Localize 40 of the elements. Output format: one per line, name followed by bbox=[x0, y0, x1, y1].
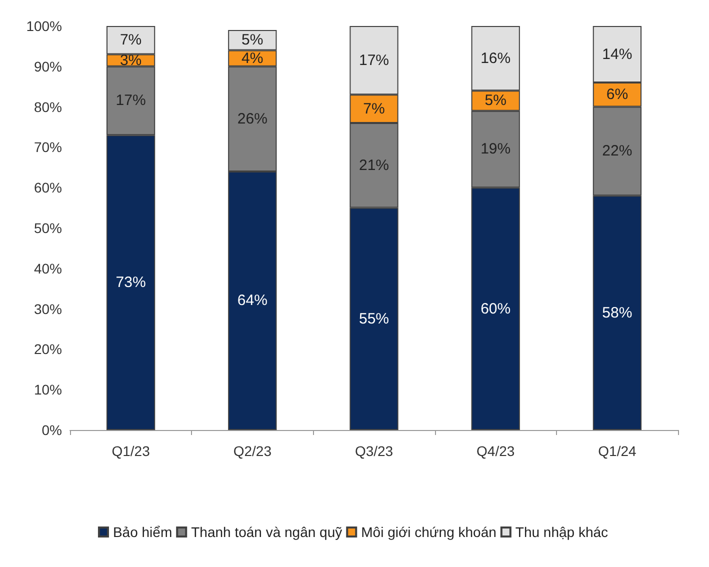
legend-label: Thanh toán và ngân quỹ bbox=[191, 524, 342, 540]
x-tick-label: Q2/23 bbox=[233, 443, 272, 459]
y-tick-label: 40% bbox=[34, 260, 62, 276]
y-tick-label: 0% bbox=[42, 422, 62, 438]
data-label: 6% bbox=[606, 86, 628, 104]
x-tick-label: Q1/24 bbox=[598, 443, 636, 459]
data-label: 5% bbox=[484, 92, 506, 110]
data-label: 4% bbox=[242, 50, 264, 67]
data-label: 21% bbox=[358, 156, 390, 174]
data-label: 17% bbox=[358, 52, 390, 69]
legend-label: Môi giới chứng khoán bbox=[361, 524, 496, 540]
data-label: 22% bbox=[602, 142, 632, 160]
y-tick-label: 100% bbox=[26, 18, 62, 34]
data-label: 55% bbox=[358, 310, 390, 328]
data-label: 73% bbox=[116, 274, 146, 292]
data-label: 26% bbox=[237, 110, 268, 128]
x-tick-label: Q4/23 bbox=[476, 443, 515, 459]
legend-label: Bảo hiểm bbox=[112, 524, 172, 540]
y-tick-label: 20% bbox=[34, 341, 62, 358]
y-tick-label: 30% bbox=[34, 300, 62, 317]
data-label: 14% bbox=[602, 46, 632, 63]
y-tick-label: 10% bbox=[34, 382, 62, 398]
x-tick-label: Q1/23 bbox=[112, 443, 150, 459]
legend-label: Thu nhập khác bbox=[515, 524, 608, 540]
data-label: 3% bbox=[120, 52, 142, 69]
y-tick-label: 50% bbox=[34, 220, 62, 236]
data-label: 60% bbox=[480, 300, 511, 318]
data-label: 7% bbox=[363, 100, 385, 118]
x-tick-label: Q3/23 bbox=[354, 443, 394, 459]
data-label: 58% bbox=[602, 304, 632, 322]
y-tick-label: 60% bbox=[34, 180, 62, 196]
y-tick-label: 80% bbox=[34, 98, 62, 115]
data-label: 19% bbox=[480, 140, 511, 158]
data-label: 7% bbox=[120, 32, 142, 49]
data-label: 64% bbox=[237, 292, 268, 310]
data-label: 17% bbox=[116, 92, 146, 110]
y-tick-label: 70% bbox=[34, 139, 62, 156]
data-label: 16% bbox=[480, 50, 511, 67]
y-tick-label: 90% bbox=[34, 58, 62, 74]
data-label: 5% bbox=[242, 32, 264, 49]
